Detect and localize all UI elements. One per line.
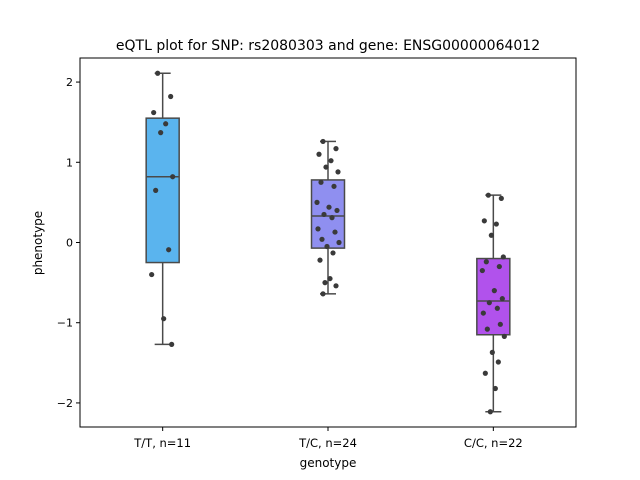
box-group-3 — [476, 192, 511, 415]
data-point — [149, 271, 155, 278]
data-point — [153, 187, 159, 193]
data-point — [314, 199, 320, 205]
x-tick-label: T/T, n=11 — [133, 436, 191, 450]
data-point — [336, 239, 342, 246]
box-iqr — [476, 257, 511, 336]
data-point — [499, 296, 505, 302]
data-point — [334, 207, 340, 214]
data-point — [318, 179, 324, 185]
data-point — [323, 164, 329, 170]
data-point — [151, 109, 157, 116]
data-point — [479, 267, 485, 274]
x-tick-label: T/C, n=24 — [298, 436, 357, 450]
data-point — [170, 174, 176, 180]
data-point — [158, 130, 164, 136]
data-point — [483, 259, 489, 265]
data-point — [168, 93, 174, 100]
data-point — [328, 158, 334, 164]
data-point — [485, 192, 491, 198]
data-point — [169, 341, 175, 347]
box-iqr — [145, 117, 180, 264]
y-tick-label: 1 — [66, 156, 73, 169]
data-point — [488, 232, 494, 238]
y-tick-label: −2 — [57, 397, 73, 410]
data-point — [320, 138, 326, 145]
data-point — [335, 169, 341, 175]
data-point — [326, 204, 332, 210]
x-tick-label: C/C, n=22 — [464, 436, 523, 450]
box-group-2 — [310, 138, 346, 297]
data-point — [322, 280, 328, 286]
data-point — [492, 385, 498, 392]
data-point — [493, 221, 499, 227]
data-point — [498, 195, 504, 201]
box-iqr — [310, 179, 346, 249]
data-point — [496, 263, 502, 270]
data-point — [500, 254, 506, 260]
data-point — [480, 310, 486, 316]
x-axis-label: genotype — [300, 456, 357, 470]
data-point — [320, 291, 326, 297]
data-point — [166, 247, 172, 253]
data-point — [333, 146, 339, 152]
y-tick-label: 2 — [66, 76, 73, 89]
data-point — [324, 243, 330, 250]
data-point — [482, 370, 488, 376]
data-point — [487, 409, 493, 415]
data-point — [161, 316, 167, 322]
data-point — [163, 121, 169, 127]
data-point — [333, 283, 339, 289]
plot-area — [145, 70, 511, 415]
data-point — [155, 70, 161, 76]
x-axis: T/T, n=11 T/C, n=24 C/C, n=22 — [133, 427, 523, 450]
y-tick-label: 0 — [66, 237, 73, 250]
y-axis-label: phenotype — [31, 211, 45, 275]
data-point — [317, 257, 323, 263]
data-point — [329, 215, 335, 221]
data-point — [501, 333, 507, 339]
data-point — [321, 211, 327, 218]
y-axis: −2 −1 0 1 2 — [57, 76, 80, 410]
data-point — [491, 288, 497, 294]
data-point — [315, 226, 321, 232]
data-point — [481, 218, 487, 224]
data-point — [327, 275, 333, 282]
data-point — [316, 151, 322, 157]
data-point — [330, 250, 336, 256]
data-point — [332, 229, 338, 235]
data-point — [486, 300, 492, 306]
data-point — [331, 183, 337, 189]
chart-title: eQTL plot for SNP: rs2080303 and gene: E… — [116, 38, 540, 54]
data-point — [495, 359, 501, 365]
data-point — [494, 305, 500, 311]
data-point — [497, 321, 503, 327]
data-point — [319, 236, 325, 242]
data-point — [484, 326, 490, 332]
y-tick-label: −1 — [57, 317, 73, 330]
box-group-1 — [145, 70, 180, 347]
data-point — [489, 349, 495, 355]
